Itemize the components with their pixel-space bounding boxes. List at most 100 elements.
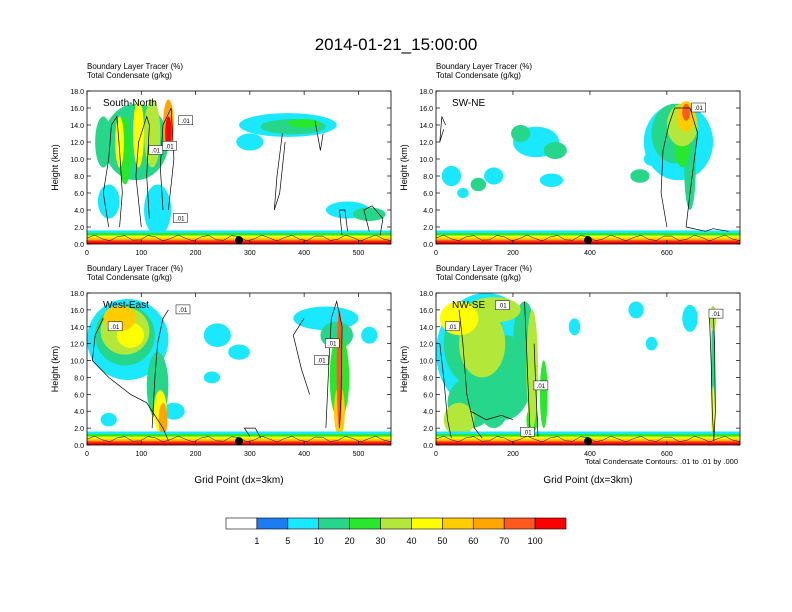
contour-label-box [314, 355, 329, 365]
surface-contour [436, 234, 740, 242]
condensate-contour [439, 116, 446, 143]
y-tick-label: 12.0 [70, 140, 84, 147]
y-tick-label: 14.0 [419, 325, 433, 332]
y-tick-label: 16.0 [419, 308, 433, 315]
tracer-field-cell [100, 412, 117, 427]
tracer-field-cell [511, 125, 531, 142]
colorbar-swatch [534, 517, 567, 530]
x-tick-label: 100 [135, 451, 147, 458]
tracer-field-cell [236, 133, 264, 151]
condensate-contour [470, 410, 514, 421]
surface-contour [87, 435, 391, 443]
tracer-field-cell [361, 326, 378, 344]
contour-label-box [533, 380, 549, 391]
panel-title-line: Total Condensate (g/kg) [87, 71, 172, 80]
tracer-field-cell [539, 173, 563, 188]
tracer-field-cell [526, 309, 538, 429]
condensate-contour [273, 133, 286, 211]
tracer-field-cell [443, 402, 475, 437]
y-tick-label: 6.0 [423, 191, 433, 198]
panel-sw-ne: .01 SW-NE Boundary Layer Tracer (%)Total C… [399, 62, 741, 257]
x-tick-label: 300 [244, 250, 256, 257]
tracer-field-cell [630, 169, 650, 183]
panel-title-line: Boundary Layer Tracer (%) [436, 62, 532, 71]
plot-frame [435, 292, 741, 446]
y-tick-label: 10.0 [419, 359, 433, 366]
tracer-field-cell [478, 377, 510, 429]
y-tick-label: 10.0 [419, 157, 433, 164]
tracer-field-cell [457, 187, 469, 199]
condensate-contour [708, 309, 716, 441]
contour-label: .01 [328, 342, 337, 348]
tracer-field-cell [441, 165, 462, 187]
location-marker [235, 236, 243, 244]
y-tick-label: 18.0 [419, 89, 433, 96]
location-marker [584, 236, 592, 244]
contour-label-box [445, 321, 460, 332]
contour-label-box [325, 338, 340, 348]
y-tick-label: 0.0 [74, 443, 84, 450]
plot-frame [435, 90, 741, 245]
y-tick-label: 16.0 [419, 106, 433, 113]
x-tick-label: 0 [434, 451, 438, 458]
colorbar-swatch [225, 517, 258, 530]
panel-title-line: Total Condensate (g/kg) [436, 273, 521, 282]
contour-label: .01 [448, 325, 457, 331]
colorbar-label: 20 [345, 536, 355, 546]
condensate-contour [159, 107, 175, 211]
contour-label-box [178, 115, 193, 125]
y-tick-label: 12.0 [70, 342, 84, 349]
panel-label: SW-NE [452, 98, 485, 109]
x-tick-label: 500 [353, 250, 365, 257]
y-tick-label: 4.0 [423, 208, 433, 215]
tracer-field-cell [682, 103, 690, 121]
tracer-field-cell [682, 304, 698, 332]
condensate-contour [135, 115, 150, 228]
y-tick-label: 8.0 [423, 174, 433, 181]
condensate-contour [102, 115, 123, 228]
colorbar-label: 50 [437, 536, 447, 546]
tracer-field-cell [97, 184, 120, 219]
tracer-field-cell [203, 371, 221, 384]
x-tick-label: 400 [298, 250, 310, 257]
colorbar-swatch [256, 517, 289, 530]
tracer-field-cell [203, 323, 231, 348]
y-tick-label: 8.0 [74, 174, 84, 181]
panel-label: South-North [103, 98, 157, 109]
condensate-contour [325, 300, 343, 429]
y-tick-label: 2.0 [423, 225, 433, 232]
x-axis-label: Grid Point (dx=3km) [194, 475, 283, 486]
y-tick-label: 4.0 [74, 208, 84, 215]
plot-frame [86, 90, 392, 245]
y-tick-label: 14.0 [419, 123, 433, 130]
tracer-field-cell [95, 116, 112, 168]
colorbar-swatch [380, 517, 412, 530]
contour-label: .01 [176, 217, 185, 223]
colorbar-label: 10 [314, 536, 324, 546]
panel-nw-se: .01 .01 .01 .01 .01 NW-SE Boundary Layer Trace… [399, 264, 741, 486]
plot-frame [86, 292, 392, 446]
condensate-contour [686, 226, 729, 232]
x-tick-label: 600 [661, 250, 673, 257]
x-tick-label: 400 [584, 250, 596, 257]
contour-label-box [495, 300, 510, 310]
plot-area: .01 .01 .01 .01 [87, 91, 391, 244]
tracer-field-cell [115, 116, 124, 168]
tracer-field-cell [470, 177, 487, 192]
tracer-field-cell [645, 336, 658, 351]
x-tick-label: 200 [507, 451, 519, 458]
x-tick-label: 400 [298, 451, 310, 458]
x-tick-label: 300 [244, 451, 256, 458]
x-tick-label: 200 [190, 250, 202, 257]
y-axis-label: Height (km) [399, 346, 409, 393]
colorbar-label: 30 [376, 536, 386, 546]
contour-footnote: Total Condensate Contours: .01 to .01 by… [585, 457, 738, 466]
location-marker [235, 437, 243, 445]
condensate-contour [314, 120, 324, 151]
condensate-contour [151, 309, 169, 429]
tracer-field-cell [228, 344, 250, 360]
colorbar-swatch [411, 517, 443, 530]
y-tick-label: 2.0 [74, 225, 84, 232]
panel-title-line: Boundary Layer Tracer (%) [436, 264, 532, 273]
condensate-contour [243, 427, 262, 439]
